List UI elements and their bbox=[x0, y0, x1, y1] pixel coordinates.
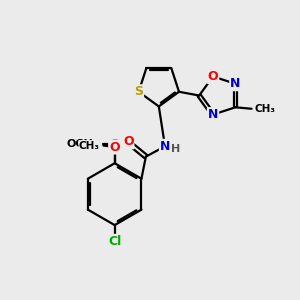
Text: CH₃: CH₃ bbox=[79, 141, 100, 151]
Text: N: N bbox=[160, 140, 170, 153]
Text: O: O bbox=[110, 141, 120, 154]
Text: H: H bbox=[172, 144, 181, 154]
Text: CH₃: CH₃ bbox=[254, 104, 275, 114]
Text: O: O bbox=[208, 70, 218, 83]
Text: OCH₃: OCH₃ bbox=[67, 139, 98, 149]
Text: Cl: Cl bbox=[108, 235, 121, 248]
Text: N: N bbox=[208, 108, 218, 121]
Text: O: O bbox=[110, 138, 120, 151]
Text: O: O bbox=[123, 135, 134, 148]
Text: S: S bbox=[134, 85, 143, 98]
Text: N: N bbox=[230, 77, 241, 90]
